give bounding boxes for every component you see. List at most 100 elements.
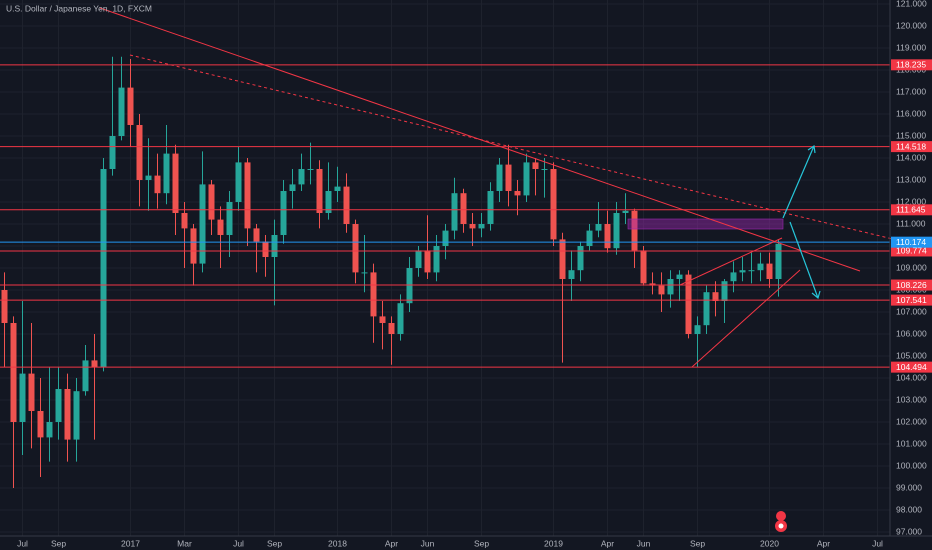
y-tick-label: 98.000 (896, 504, 922, 514)
candle-body (343, 186, 350, 224)
y-tick-label: 119.000 (896, 42, 926, 52)
level-label: 110.174 (896, 237, 926, 247)
level-label: 107.541 (896, 295, 927, 305)
x-tick-label: Apr (385, 538, 398, 548)
level-label-box (891, 141, 932, 153)
candle-body (352, 224, 359, 273)
candle-body (667, 279, 674, 295)
channel-line (679, 237, 783, 286)
candle-body (19, 373, 26, 422)
candle-body (640, 250, 647, 284)
candle-body (424, 250, 431, 273)
x-tick-label: Apr (601, 538, 614, 548)
logo (775, 511, 787, 532)
candle-body (136, 125, 143, 180)
candle-body (487, 191, 494, 224)
candle-body (622, 210, 629, 213)
x-tick-label: Jun (421, 538, 435, 548)
candle-body (577, 246, 584, 271)
candle-body (10, 323, 17, 422)
drawings (99, 7, 931, 532)
candle-body (226, 202, 233, 235)
candle-body (496, 164, 503, 191)
candle-body (208, 184, 215, 220)
candle-body (433, 246, 440, 273)
candle-body (694, 325, 701, 334)
channel-line (691, 269, 801, 368)
candle-body (298, 169, 305, 185)
candle-body (370, 272, 377, 317)
candle-body (757, 263, 764, 271)
candle-body (199, 184, 206, 264)
y-tick-label: 121.000 (896, 0, 927, 8)
x-tick-label: Sep (51, 538, 66, 548)
candle-body (631, 210, 638, 251)
y-tick-label: 115.000 (896, 130, 926, 140)
level-label-box (891, 294, 932, 306)
candle-body (685, 274, 692, 334)
level-label: 108.226 (896, 280, 927, 290)
y-tick-label: 104.000 (896, 372, 927, 382)
y-tick-label: 102.000 (896, 416, 927, 426)
level-label-box (891, 236, 932, 248)
candle-body (82, 360, 89, 392)
x-tick-label: Mar (177, 538, 192, 548)
arrow-head (811, 290, 821, 300)
x-tick-label: Jul (17, 538, 28, 548)
y-tick-label: 105.000 (896, 350, 927, 360)
candle-body (181, 213, 188, 229)
candle-body (145, 175, 152, 180)
candle-body (280, 191, 287, 235)
candle-body (595, 224, 602, 231)
candle-body (442, 230, 449, 246)
candle-body (649, 283, 656, 286)
candle-body (613, 213, 620, 249)
level-label-box (891, 59, 932, 71)
y-tick-label: 113.000 (896, 174, 926, 184)
level-label: 114.518 (896, 141, 926, 151)
candle-body (28, 373, 35, 411)
y-tick-label: 97.000 (896, 526, 922, 536)
y-tick-label: 103.000 (896, 394, 927, 404)
level-label: 118.235 (896, 60, 926, 70)
candle-body (388, 323, 395, 334)
candle-body (721, 281, 728, 301)
candle-body (523, 162, 530, 196)
level-label-box (891, 245, 932, 257)
candle-body (505, 164, 512, 191)
candle-body (586, 230, 593, 246)
level-label-box (891, 279, 932, 291)
x-tick-label: 2018 (328, 538, 347, 548)
candle-body (379, 316, 386, 323)
candle-body (316, 169, 323, 213)
candle-body (604, 224, 611, 249)
candle-body (730, 272, 737, 282)
candle-body (46, 422, 53, 438)
x-tick-label: Jul (872, 538, 883, 548)
chart-title: U.S. Dollar / Japanese Yen, 1D, FXCM (6, 3, 152, 13)
candles (1, 56, 782, 488)
zone-box (627, 218, 784, 230)
candle-body (451, 193, 458, 231)
candle-body (775, 243, 782, 279)
trend-line-dashed (129, 54, 931, 249)
candle-body (469, 224, 476, 229)
candle-body (217, 219, 224, 235)
x-tick-label: Apr (817, 538, 830, 548)
candle-body (550, 169, 557, 240)
candle-body (163, 153, 170, 194)
x-tick-label: 2017 (121, 538, 140, 548)
candle-body (307, 169, 314, 170)
candle-body (172, 153, 179, 213)
candle-body (460, 193, 467, 224)
candle-body (64, 389, 71, 440)
y-tick-label: 109.000 (896, 262, 927, 272)
y-tick-label: 117.000 (896, 86, 926, 96)
x-tick-label: Sep (474, 538, 489, 548)
candle-body (73, 391, 80, 440)
levels (0, 64, 890, 368)
candle-body (568, 270, 575, 279)
candle-body (37, 411, 44, 438)
candle-body (406, 268, 413, 304)
